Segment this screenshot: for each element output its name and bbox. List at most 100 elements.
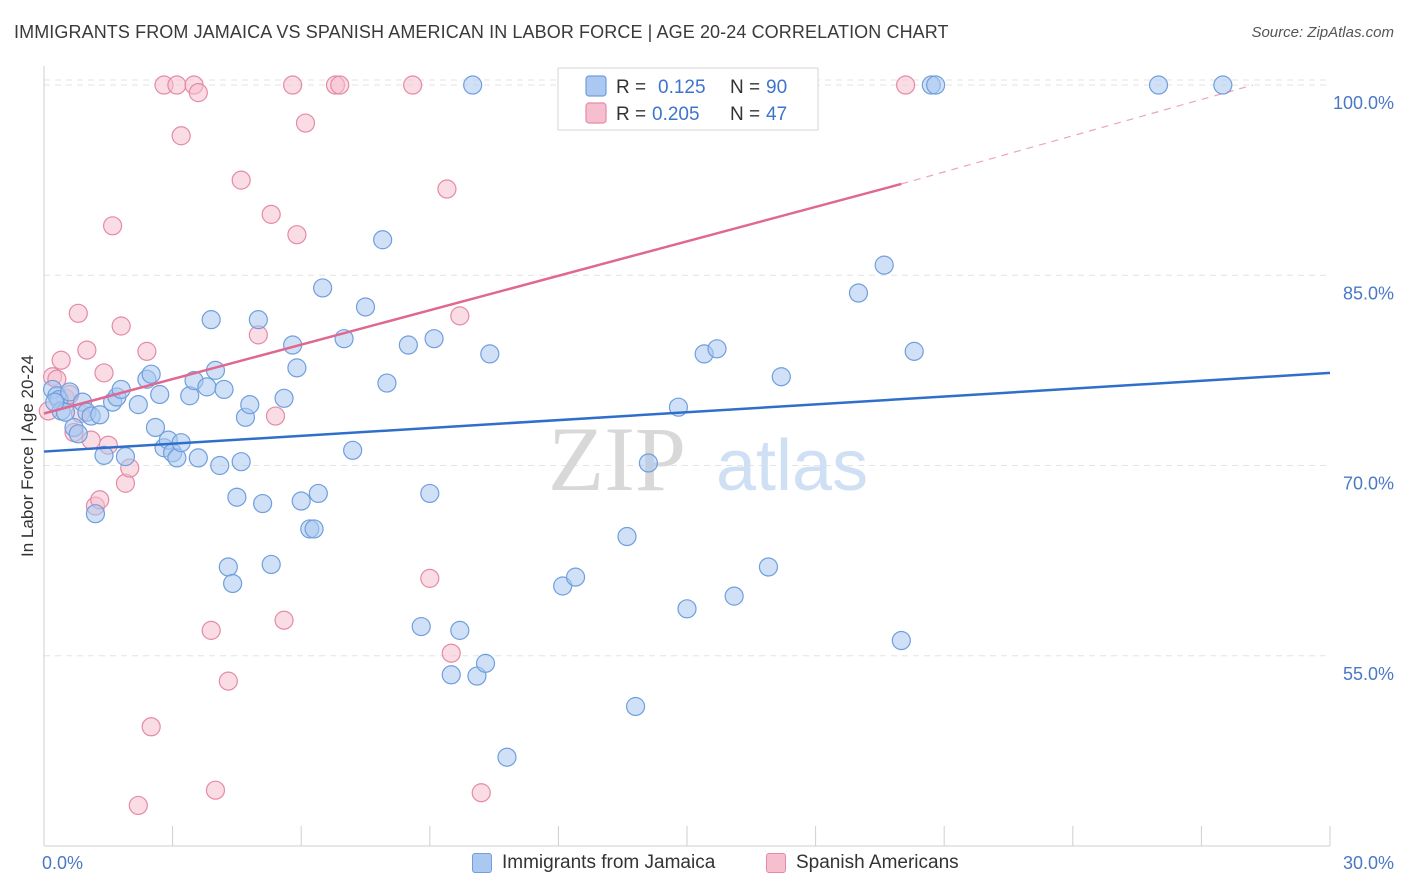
point-spanish-americans bbox=[420, 568, 440, 588]
legend-swatch-jamaica bbox=[585, 75, 607, 97]
legend-n-label-1: N = bbox=[730, 77, 760, 98]
point-jamaica bbox=[848, 283, 869, 303]
point-spanish-americans bbox=[167, 75, 187, 95]
point-spanish-americans bbox=[141, 717, 161, 737]
point-spanish-americans bbox=[137, 341, 157, 361]
point-jamaica bbox=[475, 653, 496, 673]
point-spanish-americans bbox=[68, 303, 88, 323]
point-spanish-americans bbox=[51, 350, 71, 370]
point-jamaica bbox=[463, 75, 483, 95]
y-tick-label: 100.0% bbox=[1333, 93, 1394, 113]
point-jamaica bbox=[85, 504, 106, 524]
point-jamaica bbox=[411, 616, 431, 637]
legend-box: R = 0.125 N = 90 R = 0.205 N = 47 bbox=[557, 67, 819, 131]
x-tick-label-max: 30.0% bbox=[1343, 853, 1394, 873]
point-spanish-americans bbox=[274, 610, 294, 630]
point-jamaica bbox=[223, 573, 243, 594]
trend-lines bbox=[43, 84, 1331, 453]
point-spanish-americans bbox=[295, 113, 316, 133]
series-jamaica bbox=[42, 75, 1233, 767]
point-spanish-americans bbox=[102, 216, 123, 236]
point-jamaica bbox=[188, 448, 208, 468]
point-jamaica bbox=[904, 341, 924, 361]
point-jamaica bbox=[424, 329, 444, 349]
point-jamaica bbox=[308, 483, 328, 504]
axes bbox=[43, 66, 1331, 847]
point-jamaica bbox=[891, 630, 911, 651]
y-tick-label: 55.0% bbox=[1343, 664, 1394, 684]
trend-line-jamaica bbox=[43, 371, 1331, 453]
point-spanish-americans bbox=[450, 306, 470, 326]
legend-r-label-2: R = bbox=[616, 104, 646, 125]
trend-line-spanish-extrapolated bbox=[901, 84, 1254, 185]
point-jamaica bbox=[128, 395, 148, 415]
point-spanish-americans bbox=[261, 204, 281, 224]
point-jamaica bbox=[724, 586, 744, 606]
point-jamaica bbox=[141, 364, 161, 384]
point-jamaica bbox=[201, 310, 221, 330]
point-jamaica bbox=[625, 696, 646, 717]
point-spanish-americans bbox=[896, 75, 916, 95]
point-jamaica bbox=[94, 445, 114, 465]
y-axis-label: In Labor Force | Age 20-24 bbox=[18, 355, 37, 557]
bottom-legend-swatch-jamaica bbox=[472, 853, 492, 873]
point-jamaica bbox=[248, 310, 268, 330]
point-jamaica bbox=[1213, 75, 1233, 95]
legend-n-value-1: 90 bbox=[766, 77, 787, 98]
point-jamaica bbox=[274, 388, 294, 408]
x-tick-label-min: 0.0% bbox=[42, 853, 83, 873]
point-spanish-americans bbox=[111, 316, 131, 336]
point-jamaica bbox=[304, 519, 324, 539]
y-tick-labels: 55.0% 70.0% 85.0% 100.0% bbox=[1333, 93, 1394, 684]
point-spanish-americans bbox=[287, 225, 307, 245]
point-jamaica bbox=[480, 344, 500, 364]
point-jamaica bbox=[227, 487, 247, 507]
legend-n-label-2: N = bbox=[730, 104, 760, 125]
point-spanish-americans bbox=[94, 363, 114, 383]
point-jamaica bbox=[420, 483, 440, 504]
point-jamaica bbox=[450, 620, 470, 640]
point-jamaica bbox=[355, 297, 376, 317]
y-tick-label: 85.0% bbox=[1343, 283, 1394, 303]
point-jamaica bbox=[287, 358, 307, 378]
point-jamaica bbox=[617, 526, 637, 547]
trend-line-spanish bbox=[43, 182, 902, 415]
watermark-atlas: atlas bbox=[716, 426, 868, 506]
source-credit: Source: ZipAtlas.com bbox=[1251, 24, 1394, 41]
point-jamaica bbox=[874, 255, 894, 275]
legend-r-value-2: 0.205 bbox=[652, 104, 700, 125]
point-jamaica bbox=[373, 230, 393, 250]
point-jamaica bbox=[343, 440, 363, 460]
bottom-legend-item-jamaica: Immigrants from Jamaica bbox=[472, 852, 715, 874]
y-tick-label: 70.0% bbox=[1343, 474, 1394, 494]
bottom-legend-label-jamaica: Immigrants from Jamaica bbox=[502, 852, 716, 873]
point-spanish-americans bbox=[188, 83, 208, 103]
point-spanish-americans bbox=[437, 179, 457, 199]
point-jamaica bbox=[638, 453, 659, 473]
watermark-zip: ZIP bbox=[548, 408, 686, 510]
point-spanish-americans bbox=[77, 340, 97, 360]
bottom-legend-item-spanish: Spanish Americans bbox=[766, 852, 959, 874]
chart-title: IMMIGRANTS FROM JAMAICA VS SPANISH AMERI… bbox=[14, 22, 949, 42]
point-jamaica bbox=[497, 747, 517, 767]
point-jamaica bbox=[565, 567, 586, 587]
point-jamaica bbox=[231, 452, 251, 472]
point-spanish-americans bbox=[171, 126, 191, 146]
point-jamaica bbox=[771, 367, 791, 387]
point-jamaica bbox=[707, 339, 727, 359]
point-jamaica bbox=[68, 424, 88, 444]
point-jamaica bbox=[240, 395, 260, 415]
point-jamaica bbox=[1148, 75, 1169, 95]
point-spanish-americans bbox=[231, 170, 251, 190]
point-spanish-americans bbox=[330, 75, 350, 95]
point-spanish-americans bbox=[205, 780, 226, 800]
point-jamaica bbox=[758, 557, 779, 577]
point-jamaica bbox=[261, 554, 281, 575]
point-jamaica bbox=[214, 379, 234, 400]
legend-r-label-1: R = bbox=[616, 77, 646, 98]
point-jamaica bbox=[90, 405, 110, 425]
bottom-legend: Immigrants from Jamaica Spanish American… bbox=[0, 852, 1406, 878]
point-jamaica bbox=[253, 493, 273, 514]
point-jamaica bbox=[377, 373, 397, 393]
point-spanish-americans bbox=[283, 75, 303, 95]
